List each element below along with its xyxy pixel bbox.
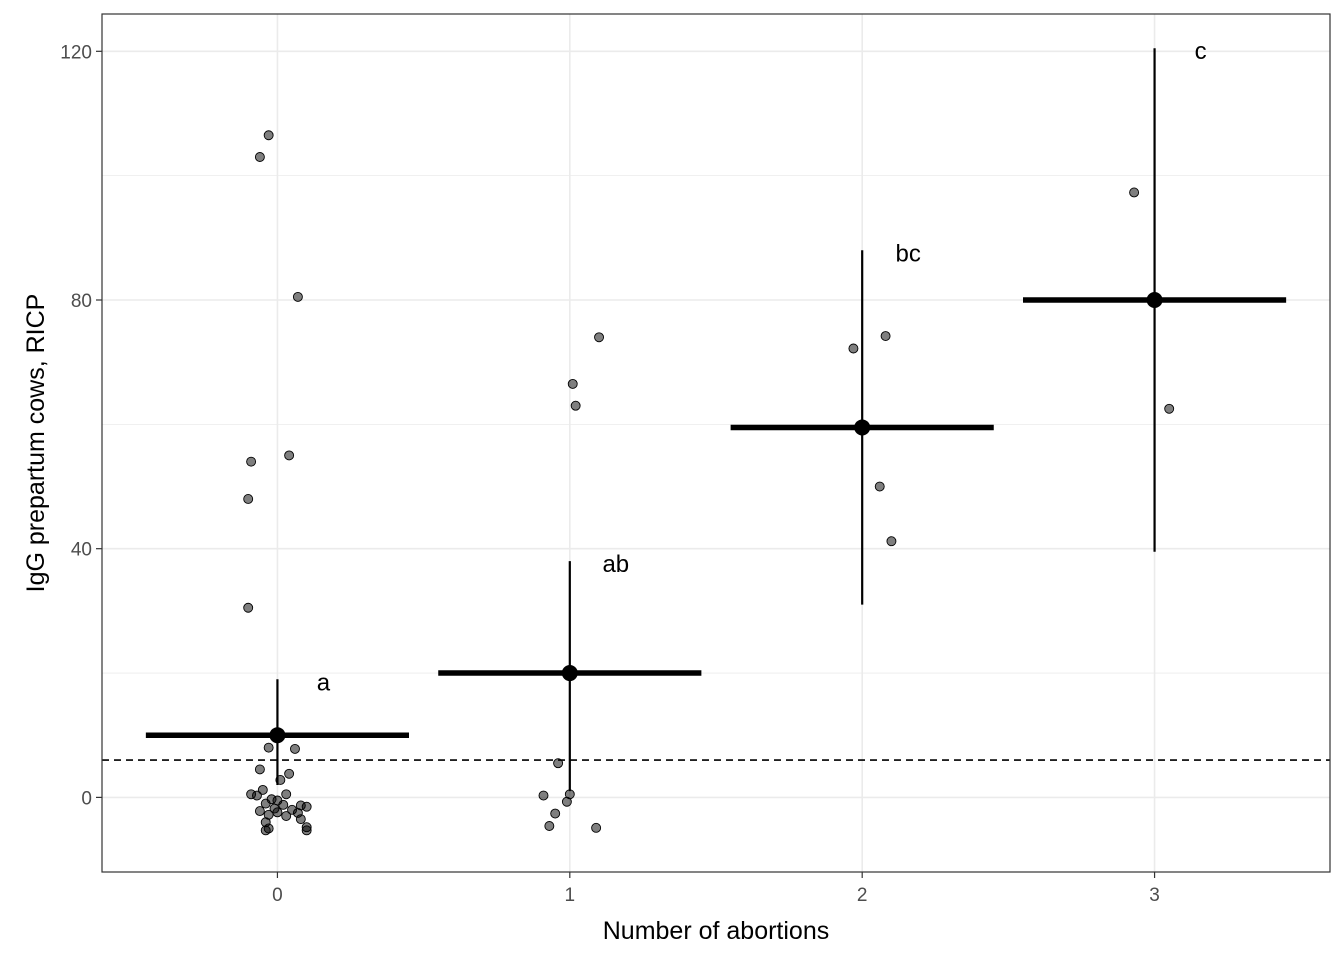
mean-point <box>1146 292 1163 308</box>
data-point <box>290 743 300 754</box>
data-point <box>848 343 859 354</box>
x-tick-label: 2 <box>857 885 868 906</box>
x-tick-label: 3 <box>1149 885 1160 906</box>
y-tick-label: 0 <box>81 788 92 809</box>
data-point <box>254 764 265 775</box>
data-point <box>278 799 289 810</box>
data-point <box>284 768 295 779</box>
data-point <box>243 494 254 504</box>
mean-point <box>561 665 578 682</box>
data-point <box>284 450 295 461</box>
y-tick-label: 120 <box>60 42 92 63</box>
group-letter: a <box>317 669 331 696</box>
data-point <box>246 456 257 467</box>
data-point <box>886 536 897 547</box>
x-axis-title: Number of abortions <box>603 917 830 945</box>
axes: 0 40 80 120 0 1 2 3 <box>60 42 1160 906</box>
data-point <box>570 400 581 411</box>
data-point <box>874 481 885 492</box>
data-point <box>260 798 271 809</box>
data-point <box>272 807 283 818</box>
group-letter: c <box>1195 38 1207 65</box>
data-point <box>1129 187 1140 198</box>
data-point <box>260 825 271 836</box>
summary-layer: a ab bc c <box>145 38 1287 792</box>
data-point <box>538 790 549 801</box>
group-letter: bc <box>896 240 921 267</box>
data-point <box>594 332 604 343</box>
x-tick-label: 1 <box>565 885 576 906</box>
data-point <box>292 291 303 302</box>
panel-border <box>101 13 1331 873</box>
data-point <box>550 808 561 819</box>
data-point <box>254 806 265 817</box>
data-point <box>252 790 262 801</box>
grid <box>102 14 1330 872</box>
data-point <box>880 331 891 342</box>
data-point <box>553 758 564 769</box>
data-point <box>301 801 312 812</box>
data-point <box>561 796 572 807</box>
data-point <box>295 814 306 825</box>
data-point <box>254 152 265 162</box>
data-point <box>243 602 254 613</box>
data-point <box>281 789 292 800</box>
data-point <box>301 825 312 836</box>
mean-point <box>269 727 286 744</box>
data-point <box>544 821 555 831</box>
data-point <box>263 130 274 141</box>
data-point <box>281 811 292 821</box>
data-point <box>567 378 578 389</box>
points-layer <box>243 130 1175 836</box>
data-point <box>1164 403 1175 414</box>
x-tick-label: 0 <box>272 885 283 906</box>
y-tick-label: 80 <box>71 291 92 312</box>
data-point <box>591 822 602 833</box>
y-axis-title: IgG prepartum cows, RICP <box>22 294 50 593</box>
group-letter: ab <box>602 551 629 578</box>
data-point <box>263 742 274 753</box>
y-tick-label: 40 <box>71 540 92 561</box>
mean-point <box>854 419 871 436</box>
